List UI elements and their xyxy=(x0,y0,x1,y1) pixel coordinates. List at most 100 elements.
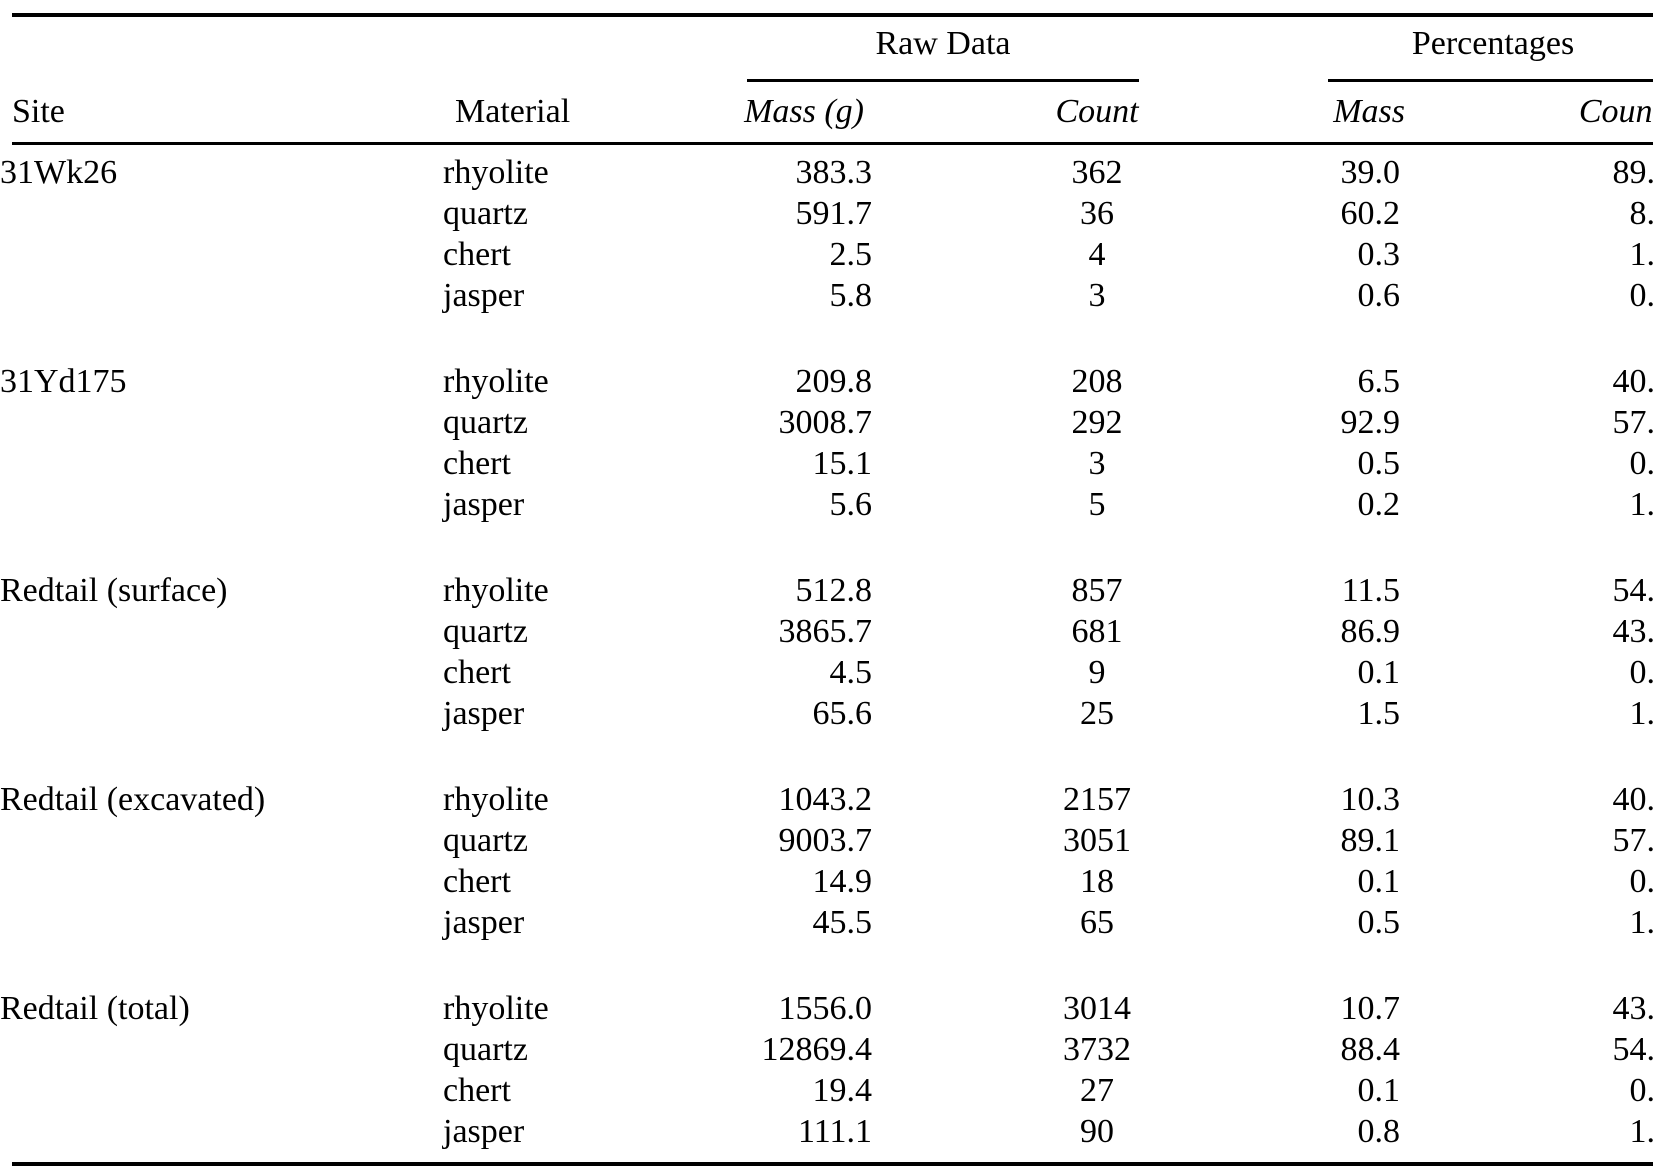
site-cell-empty xyxy=(0,693,443,734)
site-group-redtail-surface: Redtail (surface) rhyolite 512.8 857 11.… xyxy=(0,570,1653,779)
pct-mass-cell: 89.1 xyxy=(1340,822,1401,859)
pct-mass-cell: 39.0 xyxy=(1340,154,1401,191)
table-row: chert 14.9 18 0.1 0.3 xyxy=(0,861,1653,902)
raw-mass-cell: 3008.7 xyxy=(778,404,873,441)
raw-mass-cell: 111.1 xyxy=(798,1113,872,1150)
site-cell: 31Yd175 xyxy=(0,363,127,400)
table-row: Redtail (total) rhyolite 1556.0 3014 10.… xyxy=(0,988,1653,1029)
pct-count-cell: 57.7 xyxy=(1612,822,1653,859)
table-row: chert 15.1 3 0.5 0.6 xyxy=(0,443,1653,484)
site-cell-empty xyxy=(0,611,443,652)
site-group-31wk26: 31Wk26 rhyolite 383.3 362 39.0 89.4 quar… xyxy=(0,152,1653,361)
material-cell: quartz xyxy=(443,404,528,441)
raw-mass-cell: 12869.4 xyxy=(761,1031,873,1068)
table-row: jasper 5.6 5 0.2 1.0 xyxy=(0,484,1653,525)
pct-count-cell: 40.8 xyxy=(1612,781,1653,818)
material-cell: jasper xyxy=(443,277,525,314)
material-cell: jasper xyxy=(443,904,525,941)
site-column-header: Site xyxy=(12,93,65,130)
raw-mass-cell: 4.5 xyxy=(829,654,873,691)
material-cell: quartz xyxy=(443,613,528,650)
material-cell: chert xyxy=(443,1072,511,1109)
pct-count-cell: 1.2 xyxy=(1629,904,1653,941)
material-cell: jasper xyxy=(443,486,525,523)
site-cell-empty xyxy=(0,1070,443,1111)
raw-mass-cell: 591.7 xyxy=(795,195,873,232)
lithic-material-table: 31Wk26 rhyolite 383.3 362 39.0 89.4 quar… xyxy=(0,152,1653,1152)
site-cell-empty xyxy=(0,275,443,316)
pct-count-cell: 0.3 xyxy=(1629,863,1653,900)
site-cell-empty xyxy=(0,1111,443,1152)
site-cell-empty xyxy=(0,234,443,275)
raw-mass-cell: 512.8 xyxy=(795,572,873,609)
raw-count-cell: 18 xyxy=(1080,863,1114,900)
raw-mass-cell: 19.4 xyxy=(812,1072,873,1109)
pct-count-cell: 0.6 xyxy=(1629,445,1653,482)
table-row: jasper 5.8 3 0.6 0.7 xyxy=(0,275,1653,316)
material-cell: rhyolite xyxy=(443,781,549,818)
pct-mass-cell: 86.9 xyxy=(1340,613,1401,650)
pct-count-cell: 89.4 xyxy=(1612,154,1653,191)
table-row: quartz 9003.7 3051 89.1 57.7 xyxy=(0,820,1653,861)
pct-mass-cell: 0.1 xyxy=(1357,654,1401,691)
table-row: 31Wk26 rhyolite 383.3 362 39.0 89.4 xyxy=(0,152,1653,193)
pct-mass-column-header: Mass xyxy=(1333,93,1405,130)
raw-mass-column-header: Mass (g) xyxy=(744,93,864,130)
material-cell: rhyolite xyxy=(443,363,549,400)
raw-count-cell: 65 xyxy=(1080,904,1114,941)
raw-count-cell: 292 xyxy=(1071,404,1123,441)
raw-count-cell: 362 xyxy=(1071,154,1123,191)
raw-count-cell: 4 xyxy=(1088,236,1106,273)
table-row: quartz 591.7 36 60.2 8.9 xyxy=(0,193,1653,234)
raw-count-cell: 27 xyxy=(1080,1072,1114,1109)
raw-count-column-header: Count xyxy=(1055,93,1139,130)
site-group-redtail-excavated: Redtail (excavated) rhyolite 1043.2 2157… xyxy=(0,779,1653,988)
raw-count-cell: 25 xyxy=(1080,695,1114,732)
raw-count-cell: 208 xyxy=(1071,363,1123,400)
material-cell: chert xyxy=(443,863,511,900)
raw-mass-cell: 14.9 xyxy=(812,863,873,900)
table-row: Redtail (surface) rhyolite 512.8 857 11.… xyxy=(0,570,1653,611)
spacer-row xyxy=(0,316,1653,361)
raw-mass-cell: 65.6 xyxy=(812,695,873,732)
pct-count-cell: 43.9 xyxy=(1612,990,1653,1027)
site-cell-empty xyxy=(0,820,443,861)
pct-count-cell: 0.4 xyxy=(1629,1072,1653,1109)
pct-mass-cell: 6.5 xyxy=(1357,363,1401,400)
raw-mass-cell: 1043.2 xyxy=(778,781,873,818)
site-cell: Redtail (surface) xyxy=(0,572,228,609)
site-cell-empty xyxy=(0,484,443,525)
site-cell-empty xyxy=(0,902,443,943)
pct-mass-cell: 0.6 xyxy=(1357,277,1401,314)
site-cell-empty xyxy=(0,402,443,443)
site-cell: 31Wk26 xyxy=(0,154,118,191)
site-cell-empty xyxy=(0,193,443,234)
raw-count-cell: 2157 xyxy=(1063,781,1131,818)
pct-mass-cell: 11.5 xyxy=(1341,572,1400,609)
raw-count-cell: 3014 xyxy=(1063,990,1131,1027)
raw-mass-cell: 209.8 xyxy=(795,363,873,400)
pct-mass-cell: 0.8 xyxy=(1357,1113,1401,1150)
pct-mass-cell: 0.1 xyxy=(1357,1072,1401,1109)
table-top-rule xyxy=(12,13,1653,17)
raw-count-cell: 9 xyxy=(1088,654,1106,691)
pct-mass-cell: 60.2 xyxy=(1340,195,1401,232)
material-cell: rhyolite xyxy=(443,572,549,609)
table-row: chert 19.4 27 0.1 0.4 xyxy=(0,1070,1653,1111)
material-cell: jasper xyxy=(443,1113,525,1150)
material-cell: quartz xyxy=(443,195,528,232)
material-cell: chert xyxy=(443,445,511,482)
pct-mass-cell: 0.5 xyxy=(1357,445,1401,482)
site-cell-empty xyxy=(0,652,443,693)
raw-mass-cell: 45.5 xyxy=(812,904,873,941)
raw-count-cell: 681 xyxy=(1071,613,1123,650)
raw-count-cell: 3732 xyxy=(1063,1031,1131,1068)
pct-count-cell: 1.3 xyxy=(1629,1113,1653,1150)
percentages-spanner-rule xyxy=(1328,79,1653,82)
pct-count-cell: 54.5 xyxy=(1612,572,1653,609)
material-cell: chert xyxy=(443,236,511,273)
header-bottom-rule xyxy=(12,142,1653,145)
material-cell: chert xyxy=(443,654,511,691)
pct-count-cell: 8.9 xyxy=(1629,195,1653,232)
